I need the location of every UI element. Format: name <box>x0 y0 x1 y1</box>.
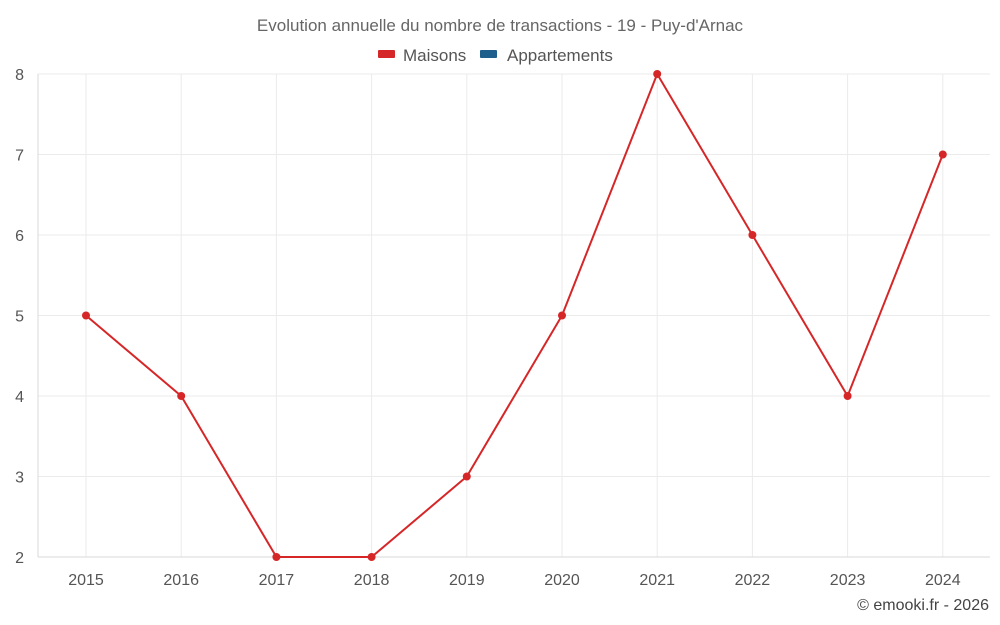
series-line-maisons <box>85 73 944 558</box>
y-axis-labels: 2 3 4 5 6 7 8 <box>15 67 24 567</box>
data-point-maisons-2022[interactable] <box>748 231 757 239</box>
legend-swatch-maisons <box>378 50 395 58</box>
legend-swatch-appartements <box>480 50 497 58</box>
data-point-maisons-2023[interactable] <box>843 392 852 400</box>
x-tick-label-2019: 2019 <box>449 572 485 589</box>
chart-title: Evolution annuelle du nombre de transact… <box>257 16 744 35</box>
x-tick-label-2023: 2023 <box>830 572 866 589</box>
x-tick-label-2022: 2022 <box>735 572 771 589</box>
y-tick-label-4: 4 <box>15 389 24 406</box>
y-tick-label-2: 2 <box>15 550 24 567</box>
y-tick-label-7: 7 <box>15 148 24 165</box>
legend-item-maisons[interactable]: Maisons <box>378 46 466 65</box>
series-layer <box>82 70 947 561</box>
x-axis-labels: 2015 2016 2017 2018 2019 2020 2021 2022 2023 2024 <box>68 572 960 589</box>
x-tick-label-2016: 2016 <box>163 572 199 589</box>
y-tick-label-6: 6 <box>15 228 24 245</box>
x-tick-label-2017: 2017 <box>259 572 295 589</box>
grid <box>37 73 990 558</box>
x-tick-label-2021: 2021 <box>639 572 675 589</box>
data-point-maisons-2015[interactable] <box>82 311 90 320</box>
y-tick-label-3: 3 <box>15 470 24 487</box>
data-point-maisons-2016[interactable] <box>177 392 186 400</box>
legend: Maisons Appartements <box>378 46 613 65</box>
data-point-maisons-2017[interactable] <box>272 553 281 561</box>
data-point-maisons-2021[interactable] <box>653 70 662 78</box>
legend-label-appartements: Appartements <box>507 46 613 65</box>
data-point-maisons-2018[interactable] <box>367 553 376 561</box>
x-tick-label-2018: 2018 <box>354 572 390 589</box>
x-tick-label-2024: 2024 <box>925 572 961 589</box>
credit-text: © emooki.fr - 2026 <box>857 597 989 614</box>
x-tick-label-2020: 2020 <box>544 572 580 589</box>
legend-label-maisons: Maisons <box>403 46 466 65</box>
data-point-maisons-2020[interactable] <box>558 311 566 320</box>
y-tick-label-5: 5 <box>15 309 24 326</box>
legend-item-appartements[interactable]: Appartements <box>480 46 613 65</box>
data-point-maisons-2024[interactable] <box>938 150 947 159</box>
data-point-maisons-2019[interactable] <box>462 472 471 481</box>
y-tick-label-8: 8 <box>15 67 24 84</box>
x-tick-label-2015: 2015 <box>68 572 104 589</box>
